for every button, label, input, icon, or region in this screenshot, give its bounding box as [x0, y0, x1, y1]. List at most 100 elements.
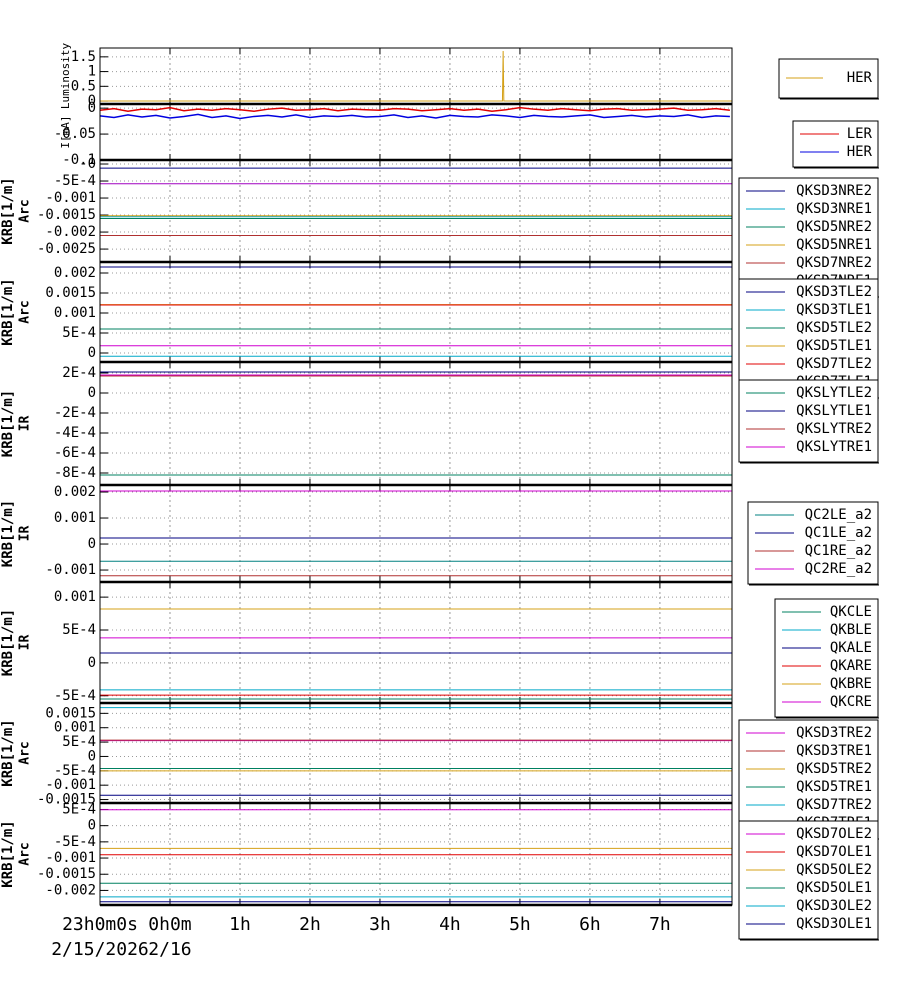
legend-label: QKCLE	[830, 604, 872, 620]
legend-label: QC1LE_a2	[805, 525, 872, 541]
plot-frame	[99, 702, 733, 804]
legend-label: QKSD5TRE1	[796, 779, 872, 795]
y-tick-label: 1	[88, 64, 96, 80]
legend-label: QC2LE_a2	[805, 507, 872, 523]
y-axis-label: KRB[1/m] Arc	[0, 719, 33, 786]
x-tick-label: 0h0m	[148, 914, 191, 935]
legend-label: QKSD7TLE2	[796, 356, 872, 372]
legend-label: QKSD5TLE2	[796, 320, 872, 336]
y-tick-label: -0.0025	[37, 241, 96, 257]
legend-label: QKSD7NRE2	[796, 255, 872, 271]
legend-label: HER	[847, 70, 873, 86]
series-line	[100, 50, 732, 102]
legend-label: QC1RE_a2	[805, 543, 872, 559]
legend-label: HER	[847, 144, 873, 160]
x-date-label: 2/15/2026	[51, 939, 149, 960]
y-axis-label: KRB[1/m] Arc	[0, 177, 33, 244]
x-tick-label: 3h	[369, 914, 391, 935]
legend-label: QKSLYTRE1	[796, 439, 872, 455]
legend-label: QKSD3TRE2	[796, 725, 872, 741]
legend-label: QC2RE_a2	[805, 561, 872, 577]
x-tick-label: 2h	[299, 914, 321, 935]
plot-frame	[99, 581, 733, 704]
y-tick-label: 0.001	[54, 720, 96, 736]
y-axis-label-line: KRB[1/m]	[0, 609, 16, 676]
legend-label: QKSD3TRE1	[796, 743, 872, 759]
y-tick-label: 0	[88, 655, 96, 671]
y-axis-label-line: KRB[1/m]	[0, 719, 16, 786]
legend-label: QKSD5TLE1	[796, 338, 872, 354]
y-tick-label: -8E-4	[54, 465, 96, 481]
y-tick-label: 1.5	[71, 49, 96, 65]
legend-label: QKSD5TRE2	[796, 761, 872, 777]
plot-frame	[99, 802, 733, 906]
legend-box	[738, 820, 879, 940]
legend-label: QKALE	[830, 640, 872, 656]
y-tick-label: -6E-4	[54, 445, 96, 461]
y-tick-label: 0.0015	[45, 705, 96, 721]
y-tick-label: -0.002	[45, 224, 96, 240]
y-axis-label-line: Arc	[18, 300, 33, 323]
plot-frame	[99, 159, 733, 263]
y-tick-label: -0.0015	[37, 207, 96, 223]
legend-label: QKSD7OLE2	[796, 826, 872, 842]
legend-box	[738, 379, 879, 463]
y-tick-label: 0	[88, 93, 96, 109]
legend-label: QKSLYTLE1	[796, 403, 872, 419]
x-tick-label: 5h	[509, 914, 531, 935]
x-date-label: 2/16	[148, 939, 191, 960]
y-tick-label: -0.002	[45, 882, 96, 898]
legend-box	[774, 598, 879, 718]
y-tick-label: -0.001	[45, 777, 96, 793]
legend-label: QKSD3NRE2	[796, 183, 872, 199]
y-tick-label: 0.001	[54, 305, 96, 321]
legend-label: QKSD5NRE1	[796, 237, 872, 253]
y-tick-label: 5E-4	[62, 801, 96, 817]
legend-label: QKSD3OLE1	[796, 916, 872, 932]
legend-label: QKSD3OLE2	[796, 898, 872, 914]
x-tick-label: 1h	[229, 914, 251, 935]
y-tick-label: 0	[88, 345, 96, 361]
y-axis-label-line: KRB[1/m]	[0, 177, 16, 244]
legend-label: QKSD3TLE1	[796, 302, 872, 318]
y-axis-label: KRB[1/m] Arc	[0, 278, 33, 345]
y-axis-label-line: Arc	[18, 741, 33, 764]
y-axis-label-line: Arc	[18, 842, 33, 865]
plot-frame	[99, 261, 733, 363]
legend-box	[792, 120, 879, 168]
legend-box	[747, 501, 879, 585]
y-tick-label: -0.001	[45, 850, 96, 866]
y-tick-label: -5E-4	[54, 834, 96, 850]
legend-label: QKBRE	[830, 676, 872, 692]
y-tick-label: 5E-4	[62, 622, 96, 638]
y-tick-label: -0.1	[62, 152, 96, 168]
y-axis-label-line: IR	[18, 635, 33, 651]
legend-label: QKSD7TRE2	[796, 797, 872, 813]
y-axis-label-line: KRB[1/m]	[0, 278, 16, 345]
series-line	[99, 106, 730, 113]
y-tick-label: 0.001	[54, 589, 96, 605]
y-axis-label: KRB[1/m] IR	[0, 500, 33, 567]
plot-frame	[99, 103, 733, 161]
y-tick-label: -4E-4	[54, 425, 96, 441]
y-axis-label: Luminosity	[59, 43, 72, 110]
y-tick-label: -0.001	[45, 562, 96, 578]
legend-label: QKSLYTRE2	[796, 421, 872, 437]
legend-label: QKSD5OLE1	[796, 880, 872, 896]
legend-label: QKARE	[830, 658, 872, 674]
legend-label: QKCRE	[830, 694, 872, 710]
y-axis-label-line: KRB[1/m]	[0, 390, 16, 457]
plot-frame	[99, 361, 733, 486]
y-tick-label: 0	[88, 385, 96, 401]
x-tick-label: 23h0m0s	[62, 914, 138, 935]
series-line	[99, 113, 730, 120]
y-tick-label: -0.0015	[37, 792, 96, 808]
legend-label: QKSD3TLE2	[796, 284, 872, 300]
legend-box	[738, 177, 879, 297]
legend-label: QKSD3NRE1	[796, 201, 872, 217]
y-tick-label: 5E-4	[62, 734, 96, 750]
y-axis-label-line: KRB[1/m]	[0, 500, 16, 567]
y-tick-label: -5E-4	[54, 173, 96, 189]
y-tick-label: -0.001	[45, 190, 96, 206]
